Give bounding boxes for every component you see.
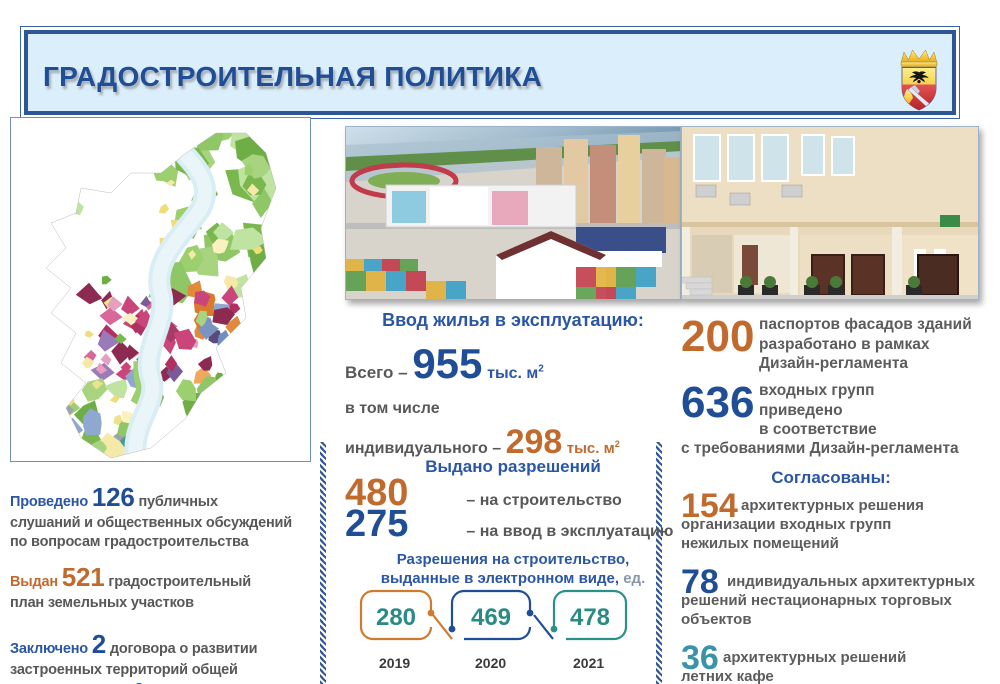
svg-text:469: 469	[471, 604, 511, 631]
svg-text:280: 280	[376, 604, 416, 631]
svg-text:478: 478	[570, 604, 610, 631]
